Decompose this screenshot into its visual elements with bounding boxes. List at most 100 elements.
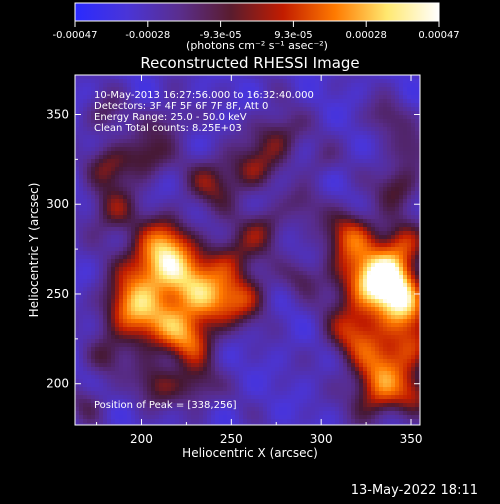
image-pixel (399, 127, 404, 132)
image-pixel (291, 75, 296, 80)
image-pixel (327, 211, 332, 216)
image-pixel (191, 239, 196, 244)
image-pixel (135, 211, 140, 216)
image-pixel (255, 223, 260, 228)
image-pixel (299, 147, 304, 152)
image-pixel (123, 175, 128, 180)
image-pixel (111, 143, 116, 148)
image-pixel (323, 107, 328, 112)
image-pixel (303, 203, 308, 208)
image-pixel (411, 175, 416, 180)
image-pixel (119, 211, 124, 216)
image-pixel (279, 243, 284, 248)
image-pixel (215, 219, 220, 224)
image-pixel (303, 163, 308, 168)
image-pixel (143, 231, 148, 236)
image-pixel (87, 115, 92, 120)
image-pixel (167, 159, 172, 164)
image-pixel (103, 215, 108, 220)
image-pixel (391, 211, 396, 216)
image-pixel (227, 83, 232, 88)
image-pixel (191, 259, 196, 264)
image-pixel (111, 275, 116, 280)
image-pixel (363, 91, 368, 96)
image-pixel (319, 291, 324, 296)
image-pixel (107, 263, 112, 268)
image-pixel (363, 287, 368, 292)
image-pixel (243, 211, 248, 216)
image-pixel (87, 91, 92, 96)
image-pixel (395, 223, 400, 228)
image-pixel (247, 123, 252, 128)
image-pixel (123, 251, 128, 256)
image-pixel (359, 139, 364, 144)
image-pixel (79, 247, 84, 252)
image-pixel (387, 211, 392, 216)
image-pixel (287, 83, 292, 88)
image-pixel (339, 155, 344, 160)
image-pixel (239, 199, 244, 204)
image-pixel (331, 159, 336, 164)
image-pixel (171, 207, 176, 212)
image-pixel (271, 283, 276, 288)
image-pixel (303, 83, 308, 88)
image-pixel (371, 275, 376, 280)
image-pixel (347, 243, 352, 248)
image-pixel (263, 115, 268, 120)
image-pixel (179, 191, 184, 196)
image-pixel (323, 211, 328, 216)
image-pixel (247, 211, 252, 216)
image-pixel (315, 239, 320, 244)
image-pixel (99, 139, 104, 144)
image-pixel (123, 223, 128, 228)
image-pixel (331, 299, 336, 304)
image-pixel (131, 259, 136, 264)
image-pixel (175, 259, 180, 264)
image-pixel (83, 163, 88, 168)
image-pixel (163, 79, 168, 84)
image-pixel (163, 299, 168, 304)
image-pixel (199, 207, 204, 212)
image-pixel (387, 235, 392, 240)
image-pixel (395, 247, 400, 252)
image-pixel (407, 203, 412, 208)
image-pixel (347, 147, 352, 152)
image-pixel (147, 187, 152, 192)
image-pixel (411, 287, 416, 292)
image-pixel (411, 171, 416, 176)
image-pixel (123, 191, 128, 196)
image-pixel (371, 231, 376, 236)
image-pixel (215, 171, 220, 176)
image-pixel (123, 247, 128, 252)
image-pixel (291, 131, 296, 136)
image-pixel (315, 275, 320, 280)
image-pixel (167, 139, 172, 144)
image-pixel (335, 163, 340, 168)
image-pixel (171, 291, 176, 296)
image-pixel (167, 147, 172, 152)
image-pixel (239, 251, 244, 256)
image-pixel (279, 255, 284, 260)
image-pixel (299, 207, 304, 212)
image-pixel (343, 215, 348, 220)
image-pixel (255, 283, 260, 288)
image-pixel (135, 275, 140, 280)
image-pixel (239, 247, 244, 252)
image-pixel (315, 99, 320, 104)
image-pixel (395, 159, 400, 164)
image-pixel (239, 287, 244, 292)
image-pixel (311, 175, 316, 180)
image-pixel (235, 179, 240, 184)
image-pixel (339, 103, 344, 108)
image-pixel (79, 187, 84, 192)
image-pixel (199, 75, 204, 80)
image-pixel (371, 259, 376, 264)
image-pixel (339, 75, 344, 80)
image-pixel (243, 131, 248, 136)
image-pixel (347, 247, 352, 252)
image-pixel (323, 195, 328, 200)
image-pixel (359, 247, 364, 252)
image-pixel (95, 159, 100, 164)
image-pixel (311, 207, 316, 212)
image-pixel (355, 191, 360, 196)
